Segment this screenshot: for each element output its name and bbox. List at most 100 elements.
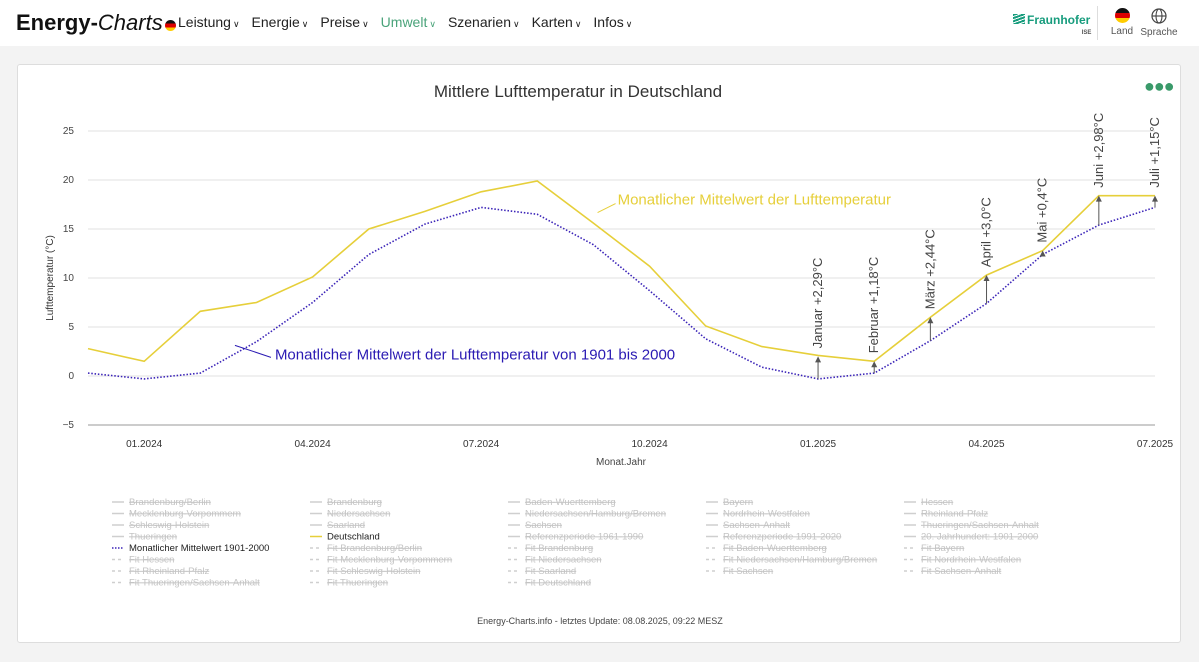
annotation-historical-mean: Monatlicher Mittelwert der Lufttemperatu…: [275, 346, 675, 363]
fraunhofer-text: Fraunhofer: [1027, 13, 1091, 27]
menu-item-karten[interactable]: Karten ∨: [532, 14, 582, 30]
arrow-head-icon: [815, 356, 822, 363]
chevron-down-icon: ∨: [429, 19, 436, 29]
logo-bold: Energy-: [16, 10, 98, 35]
legend-item[interactable]: Fit Niedersachsen/Hamburg/Bremen: [723, 555, 877, 566]
legend-item[interactable]: Fit Hessen: [129, 555, 174, 566]
y-tick-label: −5: [63, 420, 75, 431]
top-navigation: Energy-Charts Leistung ∨ Energie ∨ Preise ∨ Um…: [0, 0, 1199, 46]
x-tick-label: 04.2024: [295, 439, 332, 450]
language-label: Sprache: [1140, 27, 1178, 38]
legend-item[interactable]: Referenzperiode 1961-1990: [525, 532, 643, 543]
legend-item[interactable]: Fit Baden-Wuerttemberg: [723, 543, 827, 554]
arrow-head-icon: [1152, 195, 1158, 202]
legend-item[interactable]: Sachsen: [525, 520, 562, 531]
legend-item[interactable]: Thueringen/Sachsen-Anhalt: [921, 520, 1039, 531]
menu-item-leistung[interactable]: Leistung ∨: [178, 14, 240, 30]
legend-item[interactable]: Niedersachsen: [327, 509, 390, 520]
x-tick-label: 01.2024: [126, 439, 163, 450]
x-tick-label: 01.2025: [800, 439, 837, 450]
chart-card: ●●● Mittlere Lufttemperatur in Deutschla…: [17, 64, 1181, 643]
legend-item[interactable]: Saarland: [327, 520, 365, 531]
legend-item[interactable]: 20. Jahrhundert: 1901-2000: [921, 532, 1038, 543]
legend-item[interactable]: Fit Mecklenburg-Vorpommern: [327, 555, 452, 566]
legend-item[interactable]: Rheinland-Pfalz: [921, 509, 988, 520]
country-flag-icon: [1114, 8, 1130, 23]
menu-item-szenarien[interactable]: Szenarien ∨: [448, 14, 520, 30]
legend-item[interactable]: Fit Rheinland-Pfalz: [129, 566, 210, 577]
menu-item-umwelt[interactable]: Umwelt ∨: [381, 14, 436, 30]
legend-item[interactable]: Fit Deutschland: [525, 578, 591, 589]
y-tick-label: 10: [63, 273, 75, 284]
legend-item[interactable]: Niedersachsen/Hamburg/Bremen: [525, 509, 666, 520]
legend-item[interactable]: Mecklenburg-Vorpommern: [129, 509, 241, 520]
language-selector[interactable]: Sprache: [1140, 8, 1178, 38]
y-tick-label: 25: [63, 126, 75, 137]
chevron-down-icon: ∨: [301, 19, 309, 29]
arrow-head-icon: [1095, 195, 1102, 202]
legend-item[interactable]: Monatlicher Mittelwert 1901-2000: [129, 543, 269, 554]
legend-item[interactable]: Referenzperiode 1991-2020: [723, 532, 841, 543]
legend-item[interactable]: Fit Sachsen-Anhalt: [921, 566, 1002, 577]
legend-item[interactable]: Schleswig-Holstein: [129, 520, 209, 531]
german-flag-icon: [164, 20, 176, 31]
arrow-head-icon: [983, 275, 990, 282]
legend-item[interactable]: Fit Sachsen: [723, 566, 773, 577]
legend-item[interactable]: Thueringen: [129, 532, 177, 543]
legend-item[interactable]: Brandenburg/Berlin: [129, 497, 211, 508]
arrow-head-icon: [871, 361, 878, 368]
y-tick-label: 5: [68, 322, 74, 333]
country-selector[interactable]: Land: [1110, 8, 1134, 37]
chart-footer: Energy-Charts.info - letztes Update: 08.…: [477, 616, 723, 626]
x-axis-label: Monat.Jahr: [596, 457, 647, 468]
menu-item-label: Leistung: [178, 14, 231, 30]
legend-item[interactable]: Fit Nordrhein-Westfalen: [921, 555, 1021, 566]
series-line-1: [87, 206, 1156, 380]
legend-item[interactable]: Fit Schleswig-Holstein: [327, 566, 420, 577]
legend-item[interactable]: Brandenburg: [327, 497, 382, 508]
chevron-down-icon: ∨: [512, 19, 520, 29]
arrow-head-icon: [1039, 250, 1046, 257]
legend-item[interactable]: Fit Saarland: [525, 566, 576, 577]
fraunhofer-mark-icon: [1013, 14, 1025, 24]
more-options-icon[interactable]: ●●●: [1144, 76, 1175, 96]
legend-item[interactable]: Sachsen-Anhalt: [723, 520, 790, 531]
logo-italic: Charts: [97, 10, 163, 35]
menu-item-label: Szenarien: [447, 14, 511, 30]
menu-item-label: Karten: [531, 14, 573, 30]
fraunhofer-logo[interactable]: Fraunhofer ISE: [1013, 13, 1091, 36]
x-tick-label: 07.2025: [1137, 439, 1174, 450]
chevron-down-icon: ∨: [625, 19, 633, 29]
country-label: Land: [1110, 26, 1134, 37]
x-tick-label: 10.2024: [632, 439, 669, 450]
menu-item-preise[interactable]: Preise ∨: [320, 14, 368, 30]
legend-item[interactable]: Hessen: [921, 497, 953, 508]
chevron-down-icon: ∨: [362, 19, 369, 29]
menu-item-energie[interactable]: Energie ∨: [252, 14, 309, 30]
legend-item[interactable]: Fit Brandenburg/Berlin: [327, 543, 422, 554]
legend-item[interactable]: Baden-Wuerttemberg: [525, 497, 616, 508]
annotation-connector: [234, 344, 272, 358]
chevron-down-icon: ∨: [574, 19, 582, 29]
legend-item[interactable]: Deutschland: [327, 532, 380, 543]
chevron-down-icon: ∨: [232, 19, 240, 29]
x-tick-label: 04.2025: [968, 439, 1005, 450]
menu-item-label: Energie: [251, 14, 300, 30]
difference-label: April +3,0°C: [979, 197, 994, 267]
energy-charts-logo[interactable]: Energy-Charts: [16, 10, 176, 36]
y-tick-label: 0: [68, 371, 74, 382]
menu-item-label: Umwelt: [380, 14, 428, 30]
legend-item[interactable]: Fit Brandenburg: [525, 543, 593, 554]
difference-label: März +2,44°C: [922, 229, 937, 309]
menu-item-infos[interactable]: Infos ∨: [593, 14, 632, 30]
legend-item[interactable]: Fit Thueringen/Sachsen-Anhalt: [129, 578, 260, 589]
legend-item[interactable]: Nordrhein-Westfalen: [723, 509, 810, 520]
legend-item[interactable]: Fit Bayern: [921, 543, 964, 554]
legend-item[interactable]: Bayern: [723, 497, 753, 508]
legend-item[interactable]: Fit Thueringen: [327, 578, 388, 589]
y-tick-label: 20: [63, 175, 75, 186]
difference-label: Mai +0,4°C: [1035, 178, 1050, 243]
arrow-head-icon: [927, 317, 934, 324]
series-line-0: [87, 180, 1155, 363]
legend-item[interactable]: Fit Niedersachsen: [525, 555, 602, 566]
